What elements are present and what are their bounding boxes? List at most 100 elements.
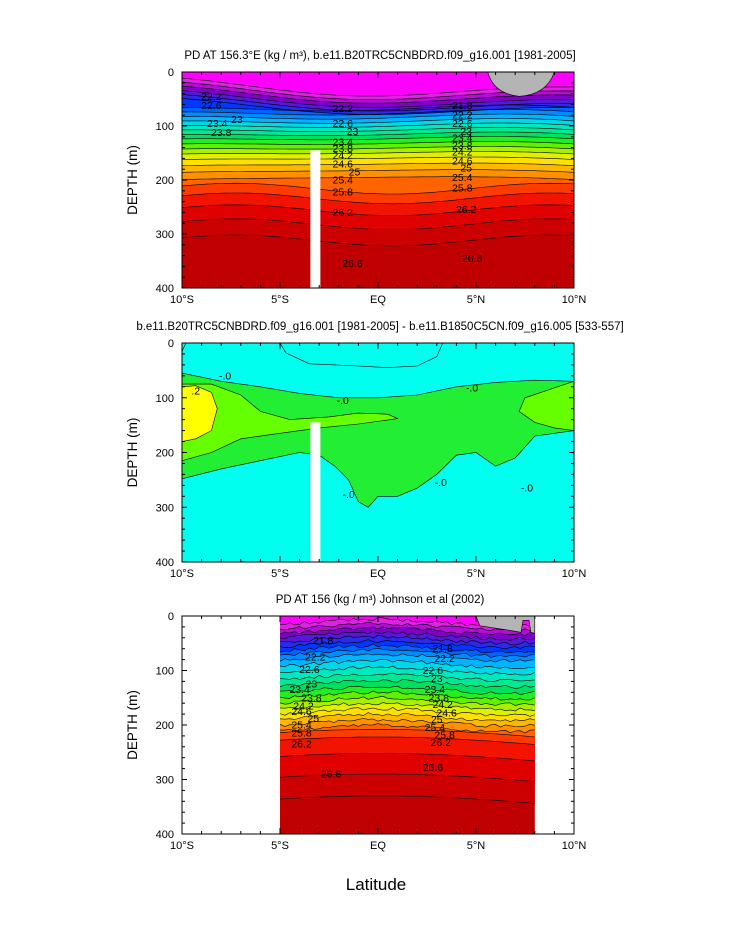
panel-2: b.e11.B20TRC5CNBDRD.f09_g16.001 [1981-20… [125,321,624,580]
contour-line [182,218,574,230]
contour-label: 26.2 [456,204,477,216]
contour-line [182,141,574,145]
contour-line [279,678,535,689]
chart-title: PD AT 156 (kg / m³) Johnson et al (2002) [276,594,485,606]
y-tick-label: 0 [168,67,174,79]
y-tick-label: 400 [156,829,174,841]
contour-line [279,773,535,782]
contour-label: 25.8 [291,728,312,740]
contour-line [182,109,574,116]
contour-line [182,182,574,195]
contour-label: 23 [431,673,443,685]
contour-label: 22.2 [305,651,326,663]
contour-line [279,690,535,701]
contour-label: 24.2 [432,699,453,711]
contour-line [279,712,535,723]
panel-1: PD AT 156.3°E (kg / m³), b.e11.B20TRC5CN… [125,50,586,306]
y-tick-label: 300 [156,775,174,787]
y-axis-label: DEPTH (m) [125,145,140,215]
contour-label: 26.6 [462,253,483,265]
contour-label: 24.6 [452,156,473,168]
contour-label: 25.4 [425,722,446,734]
contour-line [182,192,574,205]
contour-label: 23.4 [425,684,446,696]
contour-line [182,98,574,115]
y-tick-label: 0 [168,611,174,623]
y-tick-label: 400 [156,557,174,569]
contour-line [279,621,535,632]
missing-data-bar [310,150,321,288]
x-tick-label: 10°S [170,840,194,852]
y-tick-label: 100 [156,666,174,678]
contour-label: 23 [306,679,318,691]
contour-line [182,146,574,150]
contour-label: -.0 [466,382,478,394]
contour-label: 26.6 [342,258,363,270]
contour-line [182,151,574,155]
chart-title: PD AT 156.3°E (kg / m³), b.e11.B20TRC5CN… [184,50,575,62]
contour-label: 22.2 [333,103,354,115]
contour-label: 24.6 [436,708,457,720]
contour-label: 23 [231,114,243,126]
contour-label: 22.2 [452,110,473,122]
contour-line [182,234,574,247]
y-tick-label: 0 [168,338,174,350]
contour-label: 25 [307,713,319,725]
x-tick-label: 10°N [562,294,587,306]
contour-line [182,156,574,160]
contour-label: 22.6 [299,664,320,676]
contour-label: 22.6 [452,118,473,130]
x-tick-label: 5°N [467,840,486,852]
contour-line [279,634,535,646]
contour-label: 25.8 [333,186,354,198]
contour-label: 25 [431,714,443,726]
contour-line [182,94,574,112]
contour-label: 24.6 [333,158,354,170]
contour-label: 21.8 [432,643,453,655]
contour-label: 23 [460,126,472,138]
contour-line [279,630,535,641]
x-tick-label: 5°S [271,294,289,306]
contour-line [279,707,535,717]
contour-label: 23.4 [452,132,473,144]
contour-line [182,131,574,136]
contour-line [182,169,574,173]
contour-line [280,723,535,734]
contour-line [279,648,535,658]
y-tick-label: 100 [156,121,174,133]
y-axis-label: DEPTH (m) [125,690,140,760]
contour-label: .2 [191,386,200,398]
contour-label: 22.2 [201,91,222,103]
contour-line [279,718,535,728]
contour-line [182,343,187,352]
contour-label: 24.2 [452,146,473,158]
contour-line [182,162,574,166]
contour-line [279,643,535,653]
contour-line [182,104,574,112]
x-tick-label: EQ [370,294,386,306]
contour-label: 21.8 [452,100,473,112]
contour-label: 22.6 [423,665,444,677]
contour-label: -.0 [337,395,349,407]
contour-label: 23.8 [211,127,232,139]
x-tick-label: 5°S [271,568,289,580]
land-mask [487,72,555,97]
x-tick-label: EQ [370,840,386,852]
contour-line [279,343,443,368]
contour-label: 22.6 [333,118,354,130]
contour-label: 26.2 [431,737,452,749]
contour-line [279,653,535,663]
contour-line [279,702,535,712]
x-tick-label: 10°N [562,840,587,852]
x-tick-label: EQ [370,568,386,580]
contour-line [279,672,535,682]
plot-area-3 [279,616,536,834]
contour-line [182,85,574,104]
contour-label: 26.2 [291,739,312,751]
x-tick-label: 10°N [562,568,587,580]
contour-label: 23 [347,126,359,138]
contour-label: -.0 [219,370,231,382]
contour-label: 24.6 [291,706,312,718]
y-tick-label: 300 [156,229,174,241]
x-tick-label: 5°N [467,568,486,580]
